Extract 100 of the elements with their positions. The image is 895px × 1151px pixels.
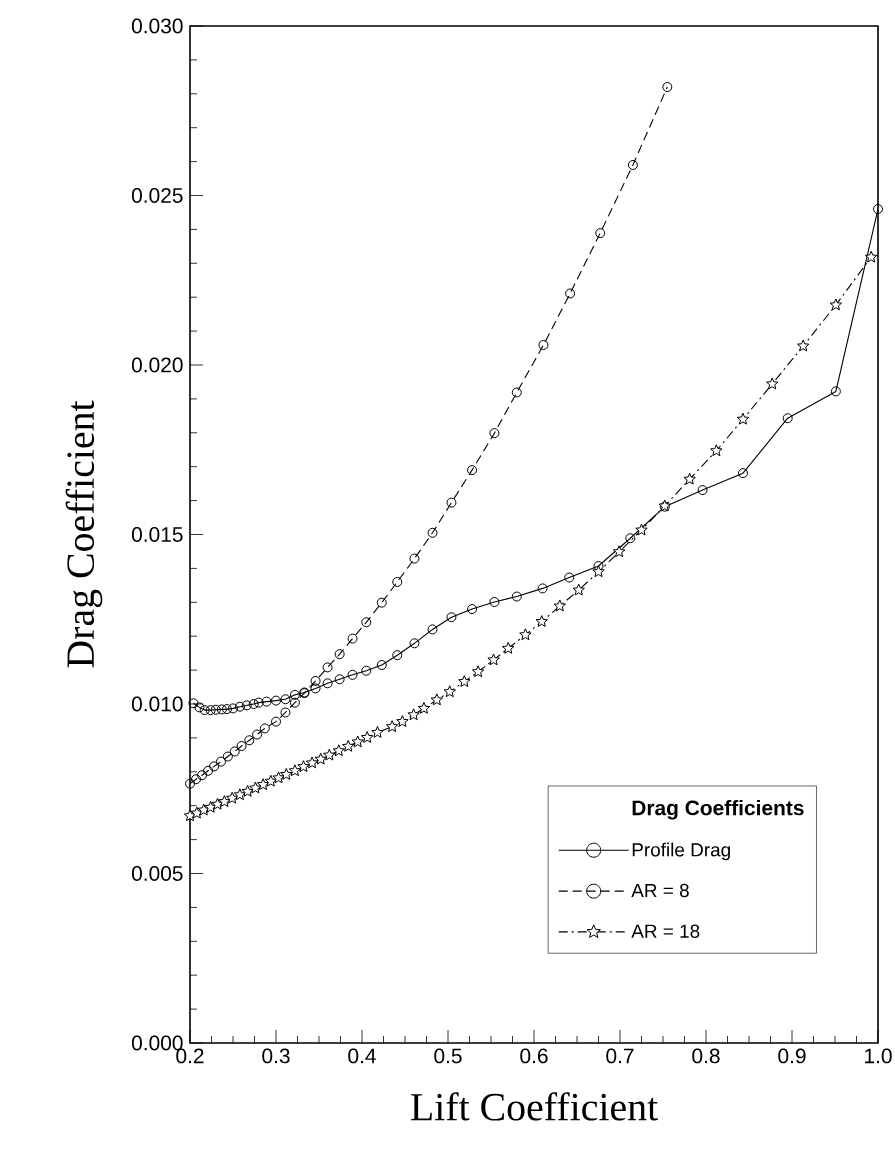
point <box>334 649 345 660</box>
point <box>427 527 438 538</box>
point <box>446 497 457 508</box>
x-tick-label: 0.7 <box>606 1048 634 1064</box>
x-tick-label: 1.0 <box>865 1048 892 1064</box>
point <box>264 774 278 787</box>
point <box>409 553 420 564</box>
point <box>535 615 548 627</box>
point <box>371 725 384 738</box>
point <box>467 604 478 615</box>
point <box>489 428 500 439</box>
point <box>864 250 878 263</box>
point <box>392 576 403 587</box>
point <box>194 702 205 713</box>
point <box>252 729 263 740</box>
point <box>221 704 232 715</box>
legend-label: AR = 18 <box>631 924 700 938</box>
point <box>430 693 444 706</box>
point <box>683 472 696 485</box>
point <box>197 770 208 781</box>
point <box>417 701 431 714</box>
point <box>511 591 522 602</box>
point <box>332 744 345 757</box>
point <box>635 523 648 536</box>
point <box>627 159 638 170</box>
point <box>697 485 708 496</box>
point <box>564 572 575 583</box>
point <box>458 675 471 687</box>
point <box>203 765 214 776</box>
point <box>829 298 843 311</box>
x-tick-label: 0.5 <box>434 1048 462 1064</box>
point <box>796 339 810 352</box>
point <box>612 545 626 558</box>
point <box>241 784 254 797</box>
x-tick-label: 0.4 <box>348 1048 376 1064</box>
point <box>572 583 585 596</box>
point <box>737 468 748 479</box>
point <box>323 748 336 761</box>
point <box>210 704 221 715</box>
point <box>241 700 252 711</box>
point <box>553 599 567 612</box>
point <box>409 638 420 649</box>
point <box>222 751 233 762</box>
legend-label: AR = 8 <box>631 883 689 898</box>
point <box>385 720 399 733</box>
point <box>334 674 345 685</box>
point <box>407 708 420 721</box>
point <box>873 204 884 215</box>
x-tick-label: 0.6 <box>520 1048 548 1064</box>
x-tick-label: 0.3 <box>262 1048 290 1064</box>
point <box>766 377 779 390</box>
point <box>471 665 485 678</box>
point <box>361 665 372 676</box>
y-tick-label: 0.025 <box>131 188 183 203</box>
y-tick-label: 0.020 <box>131 357 183 373</box>
point <box>310 683 321 694</box>
y-tick-label: 0.030 <box>131 18 183 34</box>
point <box>537 583 548 594</box>
point <box>446 612 457 623</box>
y-axis-title: Drag Coefficient <box>65 400 103 668</box>
point <box>271 716 281 727</box>
point <box>595 228 606 239</box>
point <box>396 715 409 727</box>
point <box>310 675 321 686</box>
point <box>392 650 403 661</box>
point <box>322 678 333 689</box>
point <box>361 617 372 628</box>
point <box>215 756 226 767</box>
point <box>736 412 750 425</box>
point <box>248 699 259 709</box>
x-axis-title: Lift Coefficient <box>411 1092 658 1121</box>
point <box>190 806 204 819</box>
point <box>489 596 500 607</box>
point <box>662 82 673 93</box>
point <box>225 791 239 804</box>
point <box>710 444 723 457</box>
point <box>297 760 310 773</box>
point <box>188 698 199 709</box>
point <box>259 723 270 734</box>
point <box>342 739 355 752</box>
point <box>782 413 793 424</box>
point <box>229 746 240 757</box>
x-tick-label: 0.8 <box>692 1048 720 1064</box>
point <box>233 788 247 801</box>
point <box>467 465 478 476</box>
point <box>322 662 333 673</box>
y-tick-label: 0.015 <box>131 527 183 542</box>
point <box>347 669 358 680</box>
point <box>216 704 227 715</box>
point <box>487 653 500 666</box>
point <box>511 387 522 398</box>
point <box>280 707 291 718</box>
point <box>199 705 210 716</box>
x-tick-label: 0.9 <box>778 1048 806 1064</box>
legend-label: Profile Drag <box>632 842 730 861</box>
point <box>360 731 374 743</box>
point <box>376 660 387 671</box>
point <box>625 533 636 544</box>
point <box>244 735 255 746</box>
point <box>289 697 300 708</box>
